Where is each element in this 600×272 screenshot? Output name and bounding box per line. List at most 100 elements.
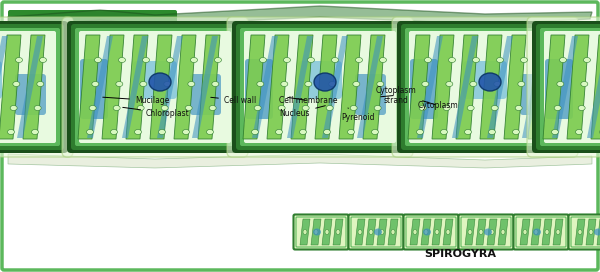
Ellipse shape [413, 230, 417, 234]
Ellipse shape [545, 57, 551, 63]
Ellipse shape [494, 82, 501, 86]
FancyBboxPatch shape [598, 61, 600, 99]
Ellipse shape [479, 230, 483, 234]
Polygon shape [567, 35, 589, 139]
FancyBboxPatch shape [536, 24, 600, 150]
Polygon shape [421, 219, 431, 245]
Text: Mucilage: Mucilage [103, 96, 169, 105]
Polygon shape [487, 36, 513, 138]
Ellipse shape [314, 230, 318, 234]
Polygon shape [432, 35, 454, 139]
Ellipse shape [581, 82, 588, 86]
Polygon shape [553, 219, 563, 245]
Polygon shape [456, 35, 478, 139]
FancyBboxPatch shape [0, 21, 68, 153]
Ellipse shape [92, 82, 99, 86]
Polygon shape [498, 219, 508, 245]
Ellipse shape [260, 57, 266, 63]
Ellipse shape [578, 106, 585, 110]
Ellipse shape [391, 230, 395, 234]
Polygon shape [315, 35, 337, 139]
Ellipse shape [281, 82, 288, 86]
FancyBboxPatch shape [0, 17, 73, 157]
Ellipse shape [473, 57, 479, 63]
FancyBboxPatch shape [397, 21, 573, 153]
Text: Nucleus: Nucleus [280, 106, 325, 118]
Polygon shape [322, 219, 332, 245]
Ellipse shape [560, 57, 566, 63]
Ellipse shape [13, 82, 20, 86]
Polygon shape [8, 6, 592, 27]
Ellipse shape [347, 129, 355, 134]
Ellipse shape [488, 129, 496, 134]
FancyBboxPatch shape [227, 17, 413, 157]
Ellipse shape [302, 106, 309, 110]
Text: Cytoplasm
strand: Cytoplasm strand [376, 86, 416, 105]
Polygon shape [357, 36, 383, 138]
FancyBboxPatch shape [75, 28, 235, 146]
Polygon shape [17, 36, 43, 138]
FancyBboxPatch shape [0, 61, 2, 99]
Polygon shape [504, 35, 526, 139]
FancyBboxPatch shape [404, 215, 458, 249]
Polygon shape [355, 219, 365, 245]
Ellipse shape [313, 228, 321, 236]
Ellipse shape [380, 230, 384, 234]
Ellipse shape [278, 106, 285, 110]
Ellipse shape [464, 129, 472, 134]
Ellipse shape [440, 129, 448, 134]
Ellipse shape [424, 230, 428, 234]
FancyBboxPatch shape [244, 31, 396, 143]
Ellipse shape [158, 129, 166, 134]
Ellipse shape [501, 230, 505, 234]
Ellipse shape [191, 57, 197, 63]
Text: Cell membrane: Cell membrane [279, 96, 337, 105]
FancyBboxPatch shape [67, 21, 243, 153]
Ellipse shape [40, 57, 47, 63]
Polygon shape [552, 36, 578, 138]
Polygon shape [78, 35, 100, 139]
Ellipse shape [416, 129, 424, 134]
FancyBboxPatch shape [0, 24, 64, 150]
Polygon shape [0, 35, 21, 139]
Text: Pyrenoid: Pyrenoid [341, 108, 375, 122]
Ellipse shape [95, 57, 101, 63]
Ellipse shape [86, 129, 94, 134]
Polygon shape [591, 35, 600, 139]
Ellipse shape [257, 82, 264, 86]
Ellipse shape [164, 82, 171, 86]
Polygon shape [452, 36, 478, 138]
Ellipse shape [497, 57, 503, 63]
Ellipse shape [369, 230, 373, 234]
Text: Chloroplast: Chloroplast [123, 107, 190, 118]
Polygon shape [388, 219, 398, 245]
Ellipse shape [161, 106, 168, 110]
Ellipse shape [113, 106, 120, 110]
Ellipse shape [422, 82, 429, 86]
Ellipse shape [554, 106, 561, 110]
Polygon shape [363, 35, 385, 139]
Polygon shape [102, 35, 124, 139]
FancyBboxPatch shape [458, 215, 514, 249]
Ellipse shape [518, 82, 525, 86]
Polygon shape [465, 219, 475, 245]
Polygon shape [291, 35, 313, 139]
FancyBboxPatch shape [540, 28, 600, 146]
Ellipse shape [374, 228, 382, 236]
Ellipse shape [323, 129, 331, 134]
Ellipse shape [523, 230, 527, 234]
Ellipse shape [212, 82, 219, 86]
Polygon shape [543, 35, 565, 139]
Polygon shape [587, 36, 600, 138]
FancyBboxPatch shape [405, 28, 565, 146]
Polygon shape [311, 219, 321, 245]
Ellipse shape [251, 129, 259, 134]
Ellipse shape [556, 230, 560, 234]
Ellipse shape [583, 57, 590, 63]
Ellipse shape [578, 230, 582, 234]
Ellipse shape [143, 57, 149, 63]
Polygon shape [597, 219, 600, 245]
Ellipse shape [539, 106, 546, 110]
Ellipse shape [468, 230, 472, 234]
Ellipse shape [534, 230, 538, 234]
